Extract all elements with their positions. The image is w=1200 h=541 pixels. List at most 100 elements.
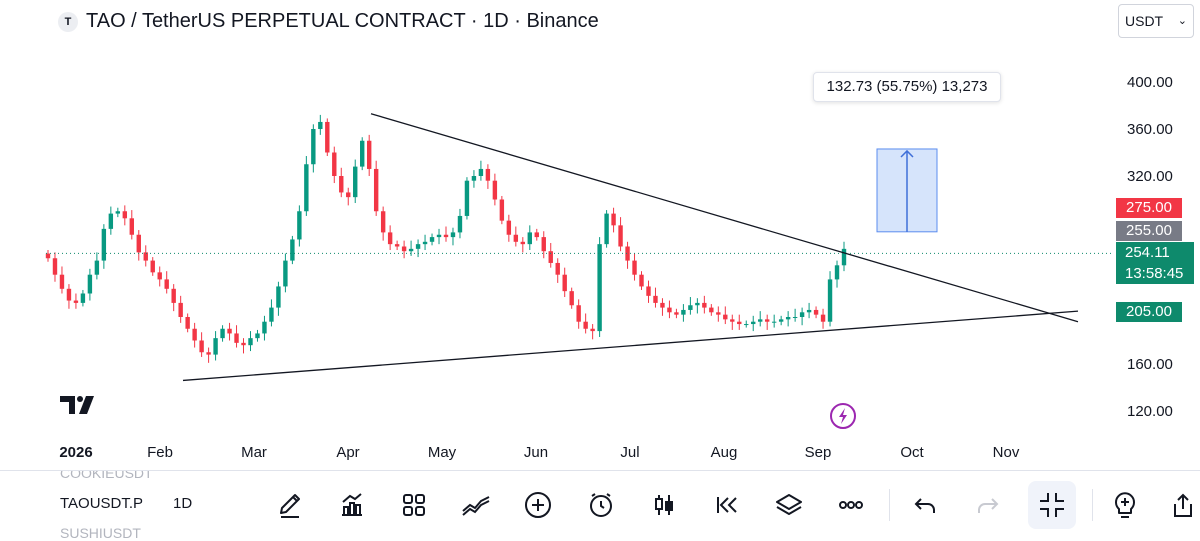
chart-title[interactable]: TAO / TetherUS PERPETUAL CONTRACT · 1D ·… — [86, 10, 599, 32]
candle-body — [129, 218, 134, 235]
price-axis-label: 400.00 — [1127, 74, 1173, 91]
candle-body — [262, 321, 267, 334]
lower-trendline[interactable] — [182, 310, 1079, 382]
candle-body — [339, 176, 344, 193]
candle-body — [485, 168, 491, 181]
candle-body — [562, 274, 567, 292]
candle-body — [269, 307, 274, 322]
chart-type-button[interactable] — [646, 487, 682, 523]
candle-body — [646, 286, 651, 296]
candle-body — [108, 213, 114, 229]
replay-button[interactable] — [709, 487, 745, 523]
indicators-button[interactable] — [334, 487, 370, 523]
price-label-stop: 205.00 — [1116, 302, 1182, 322]
candle-body — [206, 352, 211, 355]
candle-body — [101, 228, 107, 261]
candle-body — [429, 237, 435, 242]
candle-body — [639, 274, 644, 287]
redo-button[interactable] — [970, 487, 1006, 523]
candle-body — [695, 302, 700, 306]
time-axis-label: Nov — [993, 444, 1020, 461]
fullscreen-button[interactable] — [1028, 481, 1076, 529]
last-price-label: 254.11 13:58:45 — [1116, 242, 1194, 284]
candle-body — [758, 319, 763, 322]
candle-body — [576, 305, 581, 322]
candle-body — [66, 288, 72, 301]
layers-icon — [776, 494, 802, 515]
currency-select[interactable]: USDT ⌄ — [1118, 4, 1194, 38]
candle-body — [834, 265, 840, 280]
time-axis-label: Aug — [711, 444, 738, 461]
candle-body — [387, 232, 393, 245]
layouts-button[interactable] — [396, 487, 432, 523]
chart-bars-icon — [342, 493, 362, 516]
compare-button[interactable] — [458, 487, 494, 523]
candle-body — [408, 248, 414, 252]
candle-body — [744, 324, 749, 326]
candle-body — [764, 319, 770, 322]
candle-body — [625, 246, 630, 261]
measure-arrow-head — [900, 149, 914, 158]
candle-body — [220, 328, 225, 339]
symbol-list[interactable]: COOKIEUSDT TAOUSDT.P SUSHIUSDT — [60, 471, 150, 541]
candle-body — [653, 295, 658, 303]
upper-trendline[interactable] — [370, 113, 1079, 323]
candle-body — [569, 291, 574, 306]
pencil-icon — [280, 494, 300, 518]
collapse-icon — [1040, 493, 1064, 517]
candle-body — [422, 241, 428, 245]
candle-body — [443, 234, 449, 238]
price-label-mark: 255.00 — [1116, 221, 1182, 241]
candle-body — [297, 211, 302, 240]
bar-countdown: 13:58:45 — [1125, 265, 1184, 282]
share-button[interactable] — [1164, 487, 1200, 523]
candle-body — [799, 312, 805, 317]
symbol-list-item[interactable]: COOKIEUSDT — [60, 471, 150, 481]
alerts-button[interactable] — [583, 487, 619, 523]
candle-body — [360, 140, 365, 167]
interval-button[interactable]: 1D — [173, 495, 193, 512]
more-dots-icon — [839, 501, 863, 509]
chevron-down-icon: ⌄ — [1177, 15, 1187, 27]
candle-body — [660, 302, 665, 308]
drawing-tools-button[interactable] — [272, 487, 308, 523]
candle-body — [80, 293, 86, 303]
object-tree-button[interactable] — [771, 487, 807, 523]
grid-icon — [403, 494, 425, 516]
candle-body — [820, 314, 826, 322]
price-axis-label: 320.00 — [1127, 168, 1173, 185]
candle-body — [555, 262, 560, 275]
candle-body — [813, 309, 819, 315]
candle-body — [241, 342, 246, 346]
current-symbol[interactable]: TAOUSDT.P — [60, 495, 144, 512]
candle-body — [213, 338, 218, 355]
candle-body — [199, 340, 204, 353]
candle-body — [583, 321, 588, 329]
candle-body — [227, 328, 232, 334]
time-axis-label: Jul — [620, 444, 639, 461]
undo-button[interactable] — [907, 487, 943, 523]
candle-body — [122, 211, 128, 219]
price-label-target: 275.00 — [1116, 198, 1182, 218]
candle-body — [353, 166, 358, 198]
candle-body — [674, 312, 679, 315]
candle-body — [541, 237, 546, 252]
candle-body — [115, 211, 121, 214]
more-button[interactable] — [833, 487, 869, 523]
candle-body — [290, 239, 295, 261]
flash-icon[interactable] — [829, 402, 857, 430]
candle-body — [471, 176, 477, 181]
toolbar-divider — [1092, 489, 1093, 521]
time-axis-label: Sep — [805, 444, 832, 461]
symbol-list-item[interactable]: SUSHIUSDT — [60, 525, 141, 541]
plus-circle-icon — [525, 492, 551, 518]
ideas-button[interactable] — [1107, 487, 1143, 523]
candle-body — [255, 333, 260, 339]
candle-body — [94, 260, 100, 275]
candle-body — [401, 246, 407, 252]
chart-header: T TAO / TetherUS PERPETUAL CONTRACT · 1D… — [0, 0, 1200, 44]
candle-body — [723, 314, 728, 320]
add-button[interactable] — [520, 487, 556, 523]
price-chart[interactable]: 400.00 360.00 320.00 160.00 120.00 2026 Feb Mar… — [0, 0, 1200, 470]
candle-body — [841, 248, 847, 266]
